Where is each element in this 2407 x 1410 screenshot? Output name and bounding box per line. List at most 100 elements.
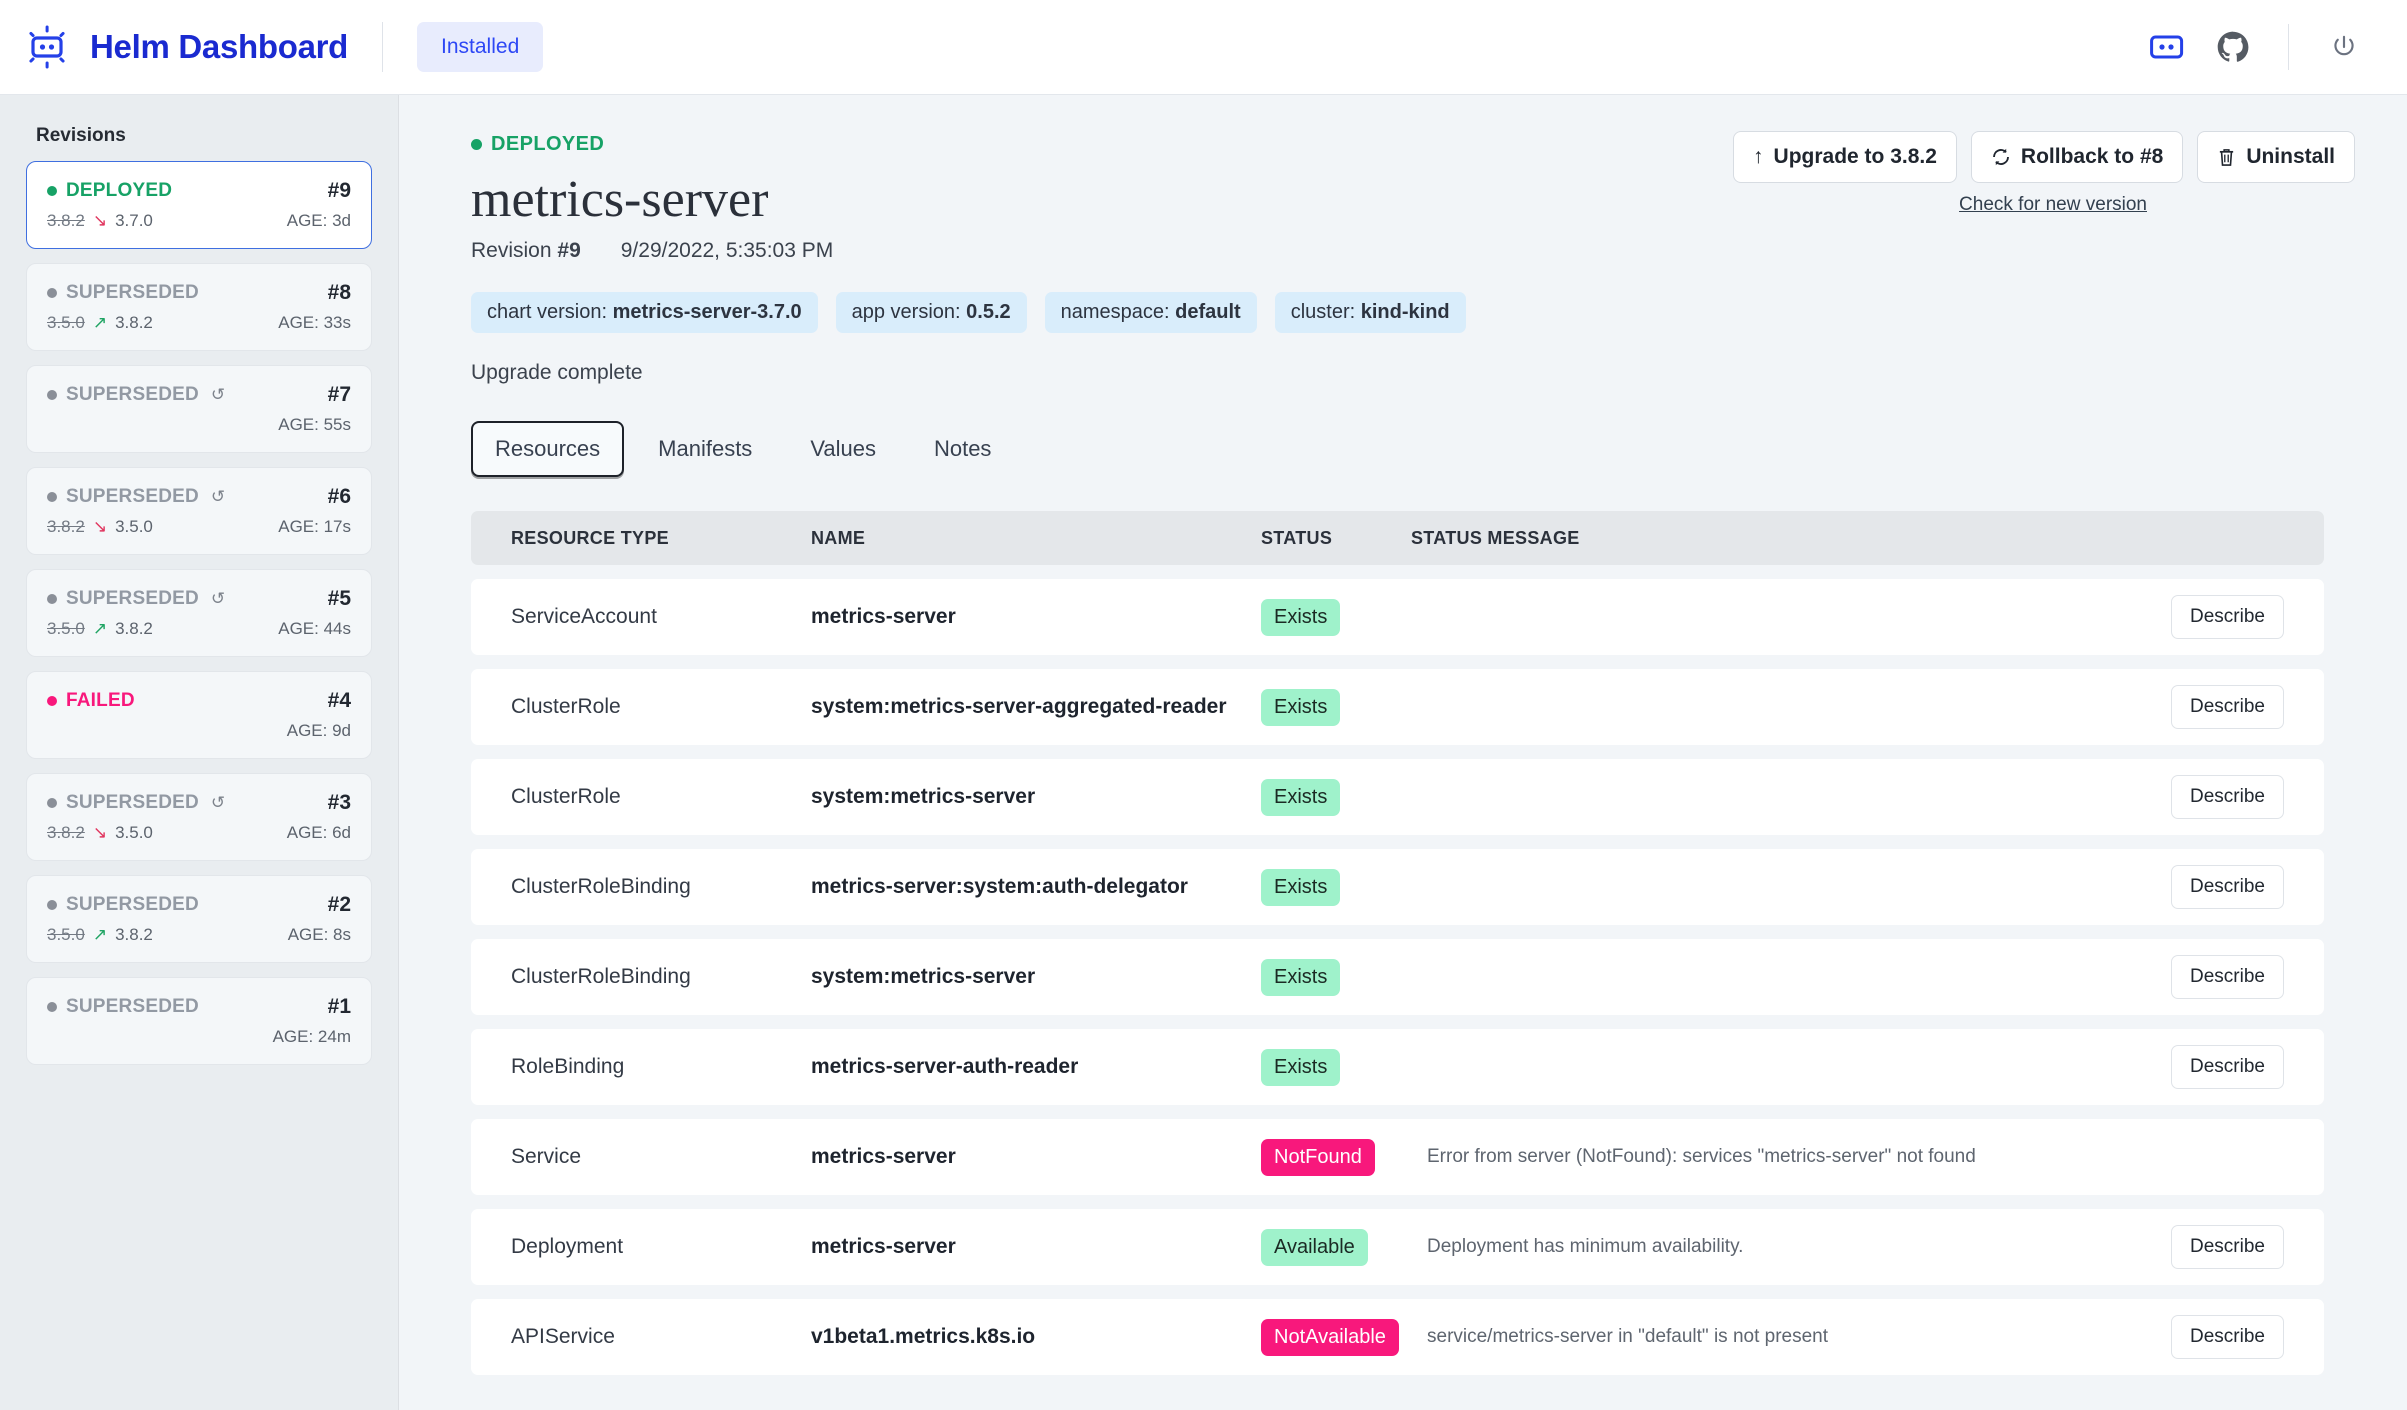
revision-card-footer: 3.5.0 ↗ 3.8.2 AGE: 44s <box>47 617 351 641</box>
revision-card-header: SUPERSEDED #2 <box>47 893 351 917</box>
revision-age: AGE: 33s <box>278 313 351 332</box>
badge-value: kind-kind <box>1360 301 1450 323</box>
cell-status-message: Error from server (NotFound): services "… <box>1427 1146 1976 1167</box>
describe-button[interactable]: Describe <box>2171 1225 2284 1269</box>
revision-meta: Revision #9 9/29/2022, 5:35:03 PM <box>471 239 2355 263</box>
upgrade-button[interactable]: ↑ Upgrade to 3.8.2 <box>1733 131 1957 183</box>
main-content: DEPLOYED metrics-server Revision #9 9/29… <box>399 95 2407 1410</box>
revisions-sidebar: Revisions DEPLOYED #9 3.8.2 ↘ 3.7.0 AGE: 3d SU… <box>0 95 399 1410</box>
describe-button[interactable]: Describe <box>2171 865 2284 909</box>
describe-button[interactable]: Describe <box>2171 685 2284 729</box>
cell-resource-type: ClusterRole <box>511 785 621 808</box>
revision-card-5[interactable]: SUPERSEDED ↺ #5 3.5.0 ↗ 3.8.2 AGE: 44s <box>26 569 372 657</box>
revision-card-9[interactable]: DEPLOYED #9 3.8.2 ↘ 3.7.0 AGE: 3d <box>26 161 372 249</box>
rollback-icon[interactable]: ↺ <box>210 385 226 404</box>
version-change: 3.5.0 ↗ 3.8.2 <box>47 619 153 639</box>
uninstall-button[interactable]: Uninstall <box>2197 131 2355 183</box>
revision-card-7[interactable]: SUPERSEDED ↺ #7 AGE: 55s <box>26 365 372 453</box>
cell-status-message: Deployment has minimum availability. <box>1427 1236 1744 1257</box>
arrow-down-icon: ↘ <box>92 823 108 842</box>
describe-button[interactable]: Describe <box>2171 955 2284 999</box>
rollback-icon[interactable]: ↺ <box>210 793 226 812</box>
status-badge: Exists <box>1261 1048 1341 1086</box>
release-badge-1: app version: 0.5.2 <box>835 292 1027 333</box>
revision-card-header: SUPERSEDED ↺ #6 <box>47 485 351 509</box>
uninstall-button-label: Uninstall <box>2246 145 2335 168</box>
version-to: 3.7.0 <box>115 211 153 230</box>
revision-status-group: FAILED <box>47 690 135 712</box>
revision-status-label: SUPERSEDED <box>66 996 199 1017</box>
rollback-icon[interactable]: ↺ <box>210 487 226 506</box>
revision-card-4[interactable]: FAILED #4 AGE: 9d <box>26 671 372 759</box>
revision-status-label: SUPERSEDED <box>66 588 199 609</box>
revision-number: #6 <box>327 485 351 508</box>
describe-button[interactable]: Describe <box>2171 595 2284 639</box>
rollback-icon[interactable]: ↺ <box>210 589 226 608</box>
revision-card-header: SUPERSEDED ↺ #5 <box>47 587 351 611</box>
revision-age: AGE: 3d <box>286 211 351 230</box>
status-dot-icon <box>47 798 57 808</box>
revision-card-2[interactable]: SUPERSEDED #2 3.5.0 ↗ 3.8.2 AGE: 8s <box>26 875 372 963</box>
cell-actions: Describe <box>2124 1225 2284 1269</box>
tab-installed[interactable]: Installed <box>417 22 544 72</box>
revision-card-header: SUPERSEDED #8 <box>47 281 351 305</box>
cell-status: NotAvailable <box>1261 1318 1411 1356</box>
revision-card-header: SUPERSEDED ↺ #7 <box>47 383 351 407</box>
top-header-bar: Helm Dashboard Installed <box>0 0 2407 95</box>
brand: Helm Dashboard <box>0 22 348 72</box>
describe-button[interactable]: Describe <box>2171 775 2284 819</box>
revision-card-3[interactable]: SUPERSEDED ↺ #3 3.8.2 ↘ 3.5.0 AGE: 6d <box>26 773 372 861</box>
cell-actions: Describe <box>2124 1315 2284 1359</box>
resources-table: RESOURCE TYPE NAME STATUS STATUS MESSAGE… <box>471 511 2324 1375</box>
table-header-row: RESOURCE TYPE NAME STATUS STATUS MESSAGE <box>471 511 2324 565</box>
cell-resource-type: ClusterRoleBinding <box>511 875 691 898</box>
cell-actions: Describe <box>2124 865 2284 909</box>
arrow-up-icon: ↗ <box>92 313 108 332</box>
power-icon[interactable] <box>2311 14 2377 80</box>
badge-label: chart version: <box>487 301 613 323</box>
revision-card-8[interactable]: SUPERSEDED #8 3.5.0 ↗ 3.8.2 AGE: 33s <box>26 263 372 351</box>
cell-status-message: service/metrics-server in "default" is n… <box>1427 1326 1829 1347</box>
rollback-button[interactable]: Rollback to #8 <box>1970 131 2184 183</box>
cell-actions: Describe <box>2124 775 2284 819</box>
tab-values[interactable]: Values <box>810 436 876 461</box>
cell-resource-type: ClusterRole <box>511 695 621 718</box>
revision-number: #4 <box>327 689 351 712</box>
revision-age: AGE: 24m <box>272 1027 351 1046</box>
revision-age: AGE: 8s <box>287 925 351 944</box>
revision-number: #5 <box>327 587 351 610</box>
table-row: RoleBinding metrics-server-auth-reader Exi… <box>471 1029 2324 1105</box>
cell-name: metrics-server:system:auth-delegator <box>811 875 1188 898</box>
version-from: 3.8.2 <box>47 211 85 230</box>
github-icon[interactable] <box>2200 14 2266 80</box>
table-body: ServiceAccount metrics-server Exists Descri… <box>471 579 2324 1375</box>
describe-button[interactable]: Describe <box>2171 1315 2284 1359</box>
cell-actions: Describe <box>2124 595 2284 639</box>
revision-status-group: SUPERSEDED ↺ <box>47 588 225 610</box>
cell-actions: Describe <box>2124 685 2284 729</box>
revision-card-1[interactable]: SUPERSEDED #1 AGE: 24m <box>26 977 372 1065</box>
cell-resource-type: Service <box>511 1145 582 1168</box>
revision-card-footer: 3.5.0 ↗ 3.8.2 AGE: 8s <box>47 923 351 947</box>
helm-box-icon[interactable] <box>2134 14 2200 80</box>
check-new-version-link[interactable]: Check for new version <box>1959 194 2147 215</box>
release-badge-2: namespace: default <box>1044 292 1257 333</box>
revision-status-group: SUPERSEDED <box>47 894 199 916</box>
version-to: 3.8.2 <box>115 619 153 638</box>
revision-card-footer: AGE: 24m <box>47 1025 351 1049</box>
badge-label: cluster: <box>1290 301 1361 323</box>
tab-resources[interactable]: Resources <box>471 421 625 477</box>
tab-manifests[interactable]: Manifests <box>658 436 753 461</box>
version-change: 3.8.2 ↘ 3.5.0 <box>47 517 153 537</box>
revision-number: #9 <box>327 179 351 202</box>
tab-notes[interactable]: Notes <box>933 436 992 461</box>
describe-button[interactable]: Describe <box>2171 1045 2284 1089</box>
cell-status: Exists <box>1261 688 1411 726</box>
revision-timestamp: 9/29/2022, 5:35:03 PM <box>620 239 834 262</box>
revision-status-label: SUPERSEDED <box>66 486 199 507</box>
arrow-down-icon: ↘ <box>92 211 108 230</box>
revision-status-group: SUPERSEDED <box>47 282 199 304</box>
revision-card-6[interactable]: SUPERSEDED ↺ #6 3.8.2 ↘ 3.5.0 AGE: 17s <box>26 467 372 555</box>
cell-resource-type: ClusterRoleBinding <box>511 965 691 988</box>
table-row: ClusterRole system:metrics-server-aggrega… <box>471 669 2324 745</box>
